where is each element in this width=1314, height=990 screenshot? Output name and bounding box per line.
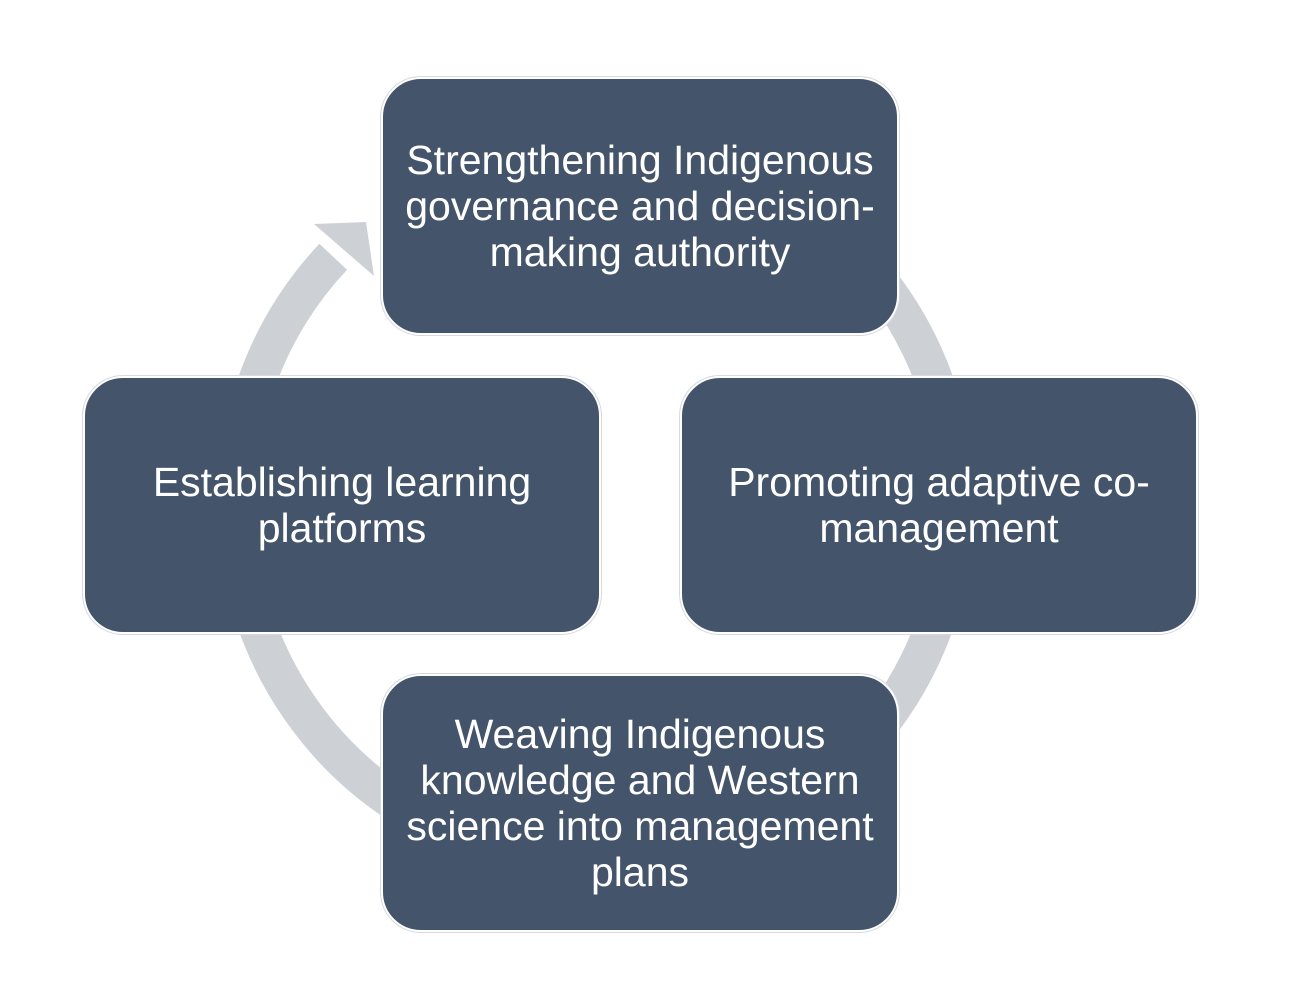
node-label: Weaving Indigenous knowledge and Western… [406,711,874,895]
node-label: Establishing learning platforms [152,459,532,551]
node-adaptive-co-management: Promoting adaptive co-management [680,376,1198,634]
cycle-arrowhead [314,222,374,276]
node-strengthening-governance: Strengthening Indigenous governance and … [381,77,899,335]
node-learning-platforms: Establishing learning platforms [83,376,601,634]
node-weaving-knowledge: Weaving Indigenous knowledge and Western… [381,674,899,932]
node-label: Strengthening Indigenous governance and … [405,137,875,275]
node-label: Promoting adaptive co-management [728,459,1150,551]
